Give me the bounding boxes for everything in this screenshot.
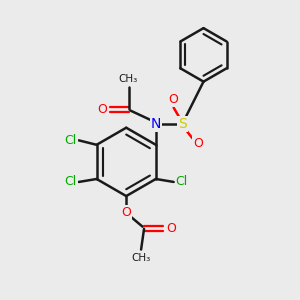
Text: O: O bbox=[98, 103, 107, 116]
Text: Cl: Cl bbox=[64, 134, 77, 147]
Text: Cl: Cl bbox=[176, 176, 188, 188]
Text: CH₃: CH₃ bbox=[131, 253, 151, 262]
Text: O: O bbox=[166, 222, 176, 235]
Text: Cl: Cl bbox=[64, 176, 77, 188]
Text: O: O bbox=[194, 137, 203, 150]
Text: O: O bbox=[121, 206, 131, 219]
Text: CH₃: CH₃ bbox=[118, 74, 137, 84]
Text: S: S bbox=[178, 117, 187, 131]
Text: O: O bbox=[168, 93, 178, 106]
Text: N: N bbox=[151, 117, 161, 131]
